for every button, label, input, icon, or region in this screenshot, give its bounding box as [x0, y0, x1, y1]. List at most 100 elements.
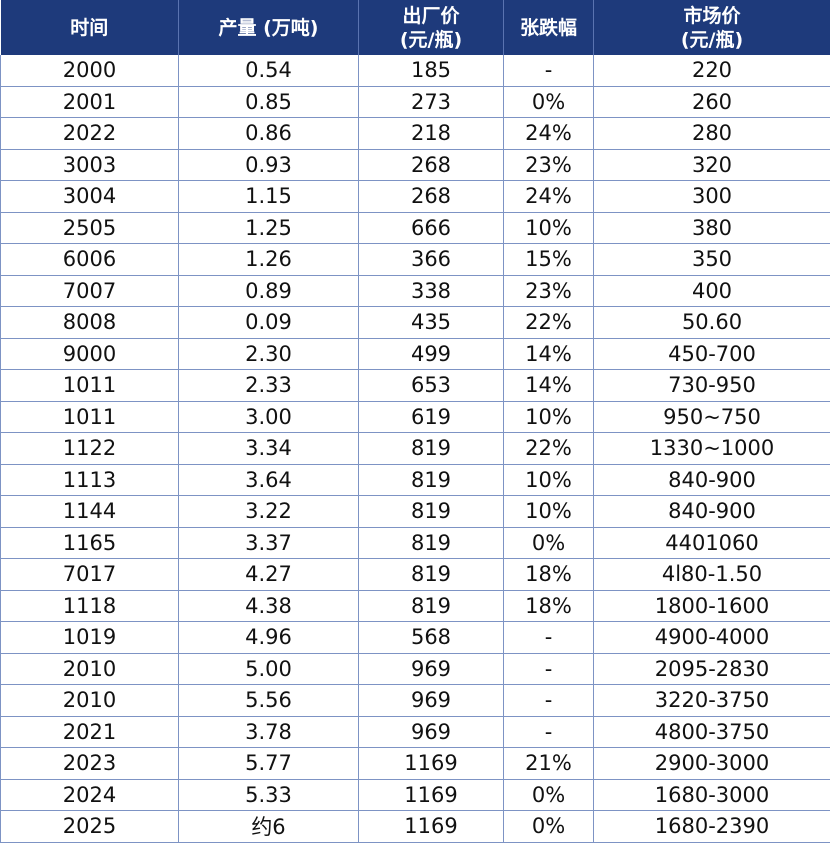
table-cell: - — [503, 55, 594, 87]
table-cell: 1019 — [0, 621, 179, 654]
table-cell: 819 — [358, 527, 504, 559]
table-cell: 3.64 — [178, 464, 359, 496]
table-cell: 3.34 — [178, 432, 359, 465]
table-cell: 9000 — [0, 338, 179, 370]
table-cell: 4l80-1.50 — [593, 558, 830, 591]
table-cell: 1680-2390 — [593, 810, 830, 843]
table-row: 2000 0.54 185-220 — [0, 55, 830, 87]
table-cell: - — [503, 621, 594, 654]
table-cell: 840-900 — [593, 464, 830, 496]
table-cell: 14% — [503, 338, 594, 370]
table-cell: 1800-1600 — [593, 590, 830, 622]
table-cell: 3.78 — [178, 716, 359, 748]
table-cell: 3220-3750 — [593, 684, 830, 717]
header-cell: 时间 — [0, 0, 179, 55]
table-cell: 338 — [358, 275, 504, 307]
table-cell: 1144 — [0, 495, 179, 528]
table-row: 1144 3.22 819 10% 840-900 — [0, 495, 830, 528]
table-cell: 280 — [593, 117, 830, 150]
table-cell: 1.15 — [178, 180, 359, 213]
table-cell: 2023 — [0, 747, 179, 780]
table-cell: 24% — [503, 117, 594, 150]
table-cell: 2010 — [0, 653, 179, 685]
table-cell: 1118 — [0, 590, 179, 622]
table-row: 2010 5.56 969-3220-3750 — [0, 684, 830, 717]
table-cell: 2025 — [0, 810, 179, 843]
table-cell: 1122 — [0, 432, 179, 465]
table-cell: 2024 — [0, 779, 179, 811]
table-cell: 268 — [358, 180, 504, 213]
table-row: 7007 0.89 338 23% 400 — [0, 275, 830, 307]
table-row: 6006 1.26 366 15% 350 — [0, 243, 830, 276]
table-cell: 0% — [503, 810, 594, 843]
table-row: 1122 3.34 819 22% 1330~1000 — [0, 432, 830, 465]
table-cell: 23% — [503, 275, 594, 307]
table-cell: 5.56 — [178, 684, 359, 717]
table-cell: 2.30 — [178, 338, 359, 370]
table-cell: 268 — [358, 149, 504, 181]
header-row: 时间 产量 (万吨) 出厂价 (元/瓶) 张跌幅 市场价 (元/瓶) — [0, 0, 830, 55]
table-cell: 730-950 — [593, 369, 830, 402]
table-row: 3003 0.93 268 23% 320 — [0, 149, 830, 181]
table-row: 7017 4.27 819 18% 4l80-1.50 — [0, 558, 830, 591]
table-cell: 320 — [593, 149, 830, 181]
table-cell: 1.25 — [178, 212, 359, 244]
table-cell: 0.86 — [178, 117, 359, 150]
table-cell: 6006 — [0, 243, 179, 276]
table-row: 2023 5.77 1169 21% 2900-3000 — [0, 747, 830, 780]
table-cell: 1011 — [0, 401, 179, 433]
table-cell: 819 — [358, 464, 504, 496]
header-cell: 张跌幅 — [503, 0, 594, 55]
table-row: 1019 4.96 568-4900-4000 — [0, 621, 830, 654]
table-cell: 10% — [503, 212, 594, 244]
table-row: 2505 1.25 666 10% 380 — [0, 212, 830, 244]
table-cell: 2001 — [0, 86, 179, 118]
table-cell: 2010 — [0, 684, 179, 717]
table-row: 1113 3.64 819 10% 840-900 — [0, 464, 830, 496]
table-cell: 1680-3000 — [593, 779, 830, 811]
table-cell: 5.33 — [178, 779, 359, 811]
table-cell: 0% — [503, 86, 594, 118]
table-cell: 653 — [358, 369, 504, 402]
table-row: 2024 5.33 1169 0% 1680-3000 — [0, 779, 830, 811]
table-cell: 950~750 — [593, 401, 830, 433]
table-cell: 0.54 — [178, 55, 359, 87]
table-cell: 450-700 — [593, 338, 830, 370]
header-cell: 产量 (万吨) — [178, 0, 359, 55]
table-cell: 819 — [358, 590, 504, 622]
table-cell: 185 — [358, 55, 504, 87]
table-cell: 5.00 — [178, 653, 359, 685]
table-cell: 4401060 — [593, 527, 830, 559]
table-cell: 840-900 — [593, 495, 830, 528]
table-cell: 969 — [358, 716, 504, 748]
table-cell: 4.38 — [178, 590, 359, 622]
table-row: 8008 0.09 435 22% 50.60 — [0, 306, 830, 339]
table-cell: 220 — [593, 55, 830, 87]
table-cell: 7007 — [0, 275, 179, 307]
table-cell: 300 — [593, 180, 830, 213]
table-cell: 969 — [358, 653, 504, 685]
table-row: 1165 3.37 819 0% 4401060 — [0, 527, 830, 559]
table-cell: 2021 — [0, 716, 179, 748]
table-cell: 666 — [358, 212, 504, 244]
table-cell: 819 — [358, 495, 504, 528]
table-cell: 18% — [503, 558, 594, 591]
table-cell: 1113 — [0, 464, 179, 496]
table-row: 9000 2.30 499 14% 450-700 — [0, 338, 830, 370]
table-cell: 24% — [503, 180, 594, 213]
table-cell: 350 — [593, 243, 830, 276]
table-cell: 819 — [358, 558, 504, 591]
table-cell: 819 — [358, 432, 504, 465]
table-cell: 499 — [358, 338, 504, 370]
table-cell: 10% — [503, 401, 594, 433]
table-cell: 1169 — [358, 810, 504, 843]
table-cell: 2900-3000 — [593, 747, 830, 780]
table-cell: 273 — [358, 86, 504, 118]
table-cell: 0.09 — [178, 306, 359, 339]
table-row: 1011 2.33 653 14% 730-950 — [0, 369, 830, 402]
table-cell: 2.33 — [178, 369, 359, 402]
table-cell: 260 — [593, 86, 830, 118]
table-row: 2022 0.86 218 24% 280 — [0, 117, 830, 150]
